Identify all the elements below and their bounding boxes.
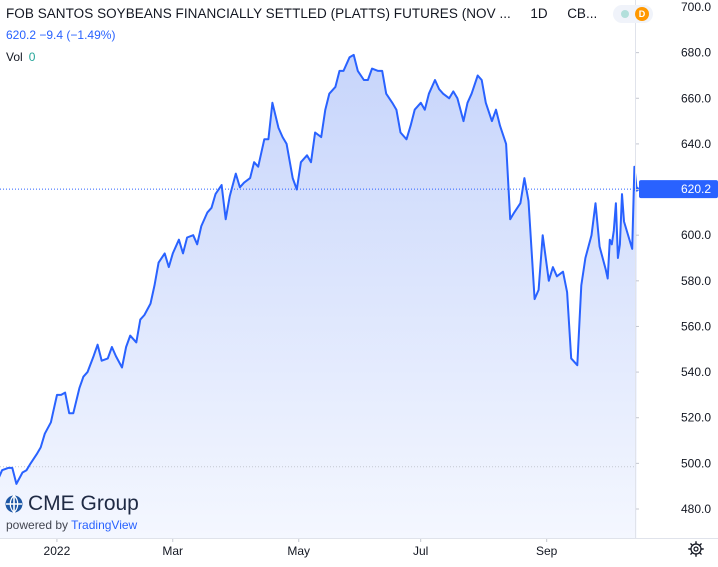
market-status-pill[interactable]: D — [613, 5, 653, 23]
price-tick-label: 580.0 — [681, 274, 711, 288]
watermark-brand: CME Group — [28, 492, 139, 515]
price-axis-divider — [635, 0, 636, 538]
price-tick-label: 700.0 — [681, 0, 711, 14]
gear-icon[interactable] — [688, 541, 704, 557]
price-change-row: 620.2 −9.4 (−1.49%) — [6, 28, 115, 42]
series-line[interactable] — [0, 53, 638, 485]
price-tick-label: 680.0 — [681, 46, 711, 60]
price-tick-label: 660.0 — [681, 91, 711, 105]
price-change: −9.4 — [39, 28, 64, 42]
price-tick-label: 560.0 — [681, 319, 711, 333]
price-change-percent: (−1.49%) — [66, 28, 116, 42]
time-tick-label: Mar — [162, 544, 183, 558]
last-price: 620.2 — [6, 28, 37, 42]
time-axis-divider — [0, 538, 718, 539]
exchange-label: CB... — [567, 6, 598, 21]
time-tick-label: May — [287, 544, 310, 558]
last-price-axis-label: 620.2 — [639, 180, 718, 199]
provider-name: TradingView — [71, 518, 138, 532]
time-tick-label: Sep — [536, 544, 558, 558]
price-tick-label: 600.0 — [681, 228, 711, 242]
interval-label[interactable]: 1D — [530, 6, 548, 21]
price-tick-label: 500.0 — [681, 456, 711, 470]
price-tick-label: 520.0 — [681, 411, 711, 425]
last-price-axis-label-text: 620.2 — [681, 182, 711, 196]
price-tick-label: 480.0 — [681, 502, 711, 516]
powered-by-text: powered by — [6, 518, 69, 532]
volume-legend[interactable]: Vol 0 — [6, 50, 35, 64]
price-tick-label: 540.0 — [681, 365, 711, 379]
symbol-title[interactable]: FOB SANTOS SOYBEANS FINANCIALLY SETTLED … — [6, 6, 511, 21]
price-axis[interactable]: 480.0500.0520.0540.0560.0580.0600.0620.0… — [635, 0, 718, 516]
price-tick-label: 640.0 — [681, 137, 711, 151]
watermark-powered-by: powered by TradingView — [6, 518, 137, 532]
last-price-axis-label-bg — [639, 180, 718, 199]
cme-globe-logo-icon — [5, 495, 23, 513]
delayed-data-badge: D — [635, 7, 649, 21]
time-tick-label: 2022 — [44, 544, 71, 558]
market-status-dot-icon — [621, 10, 629, 18]
series-area — [0, 54, 637, 538]
volume-value: 0 — [28, 50, 36, 64]
volume-label: Vol — [6, 50, 23, 64]
time-tick-label: Jul — [413, 544, 428, 558]
time-axis[interactable]: 2022 Mar May Jul Sep — [44, 538, 558, 558]
series-legend[interactable]: FOB SANTOS SOYBEANS FINANCIALLY SETTLED … — [6, 6, 597, 21]
